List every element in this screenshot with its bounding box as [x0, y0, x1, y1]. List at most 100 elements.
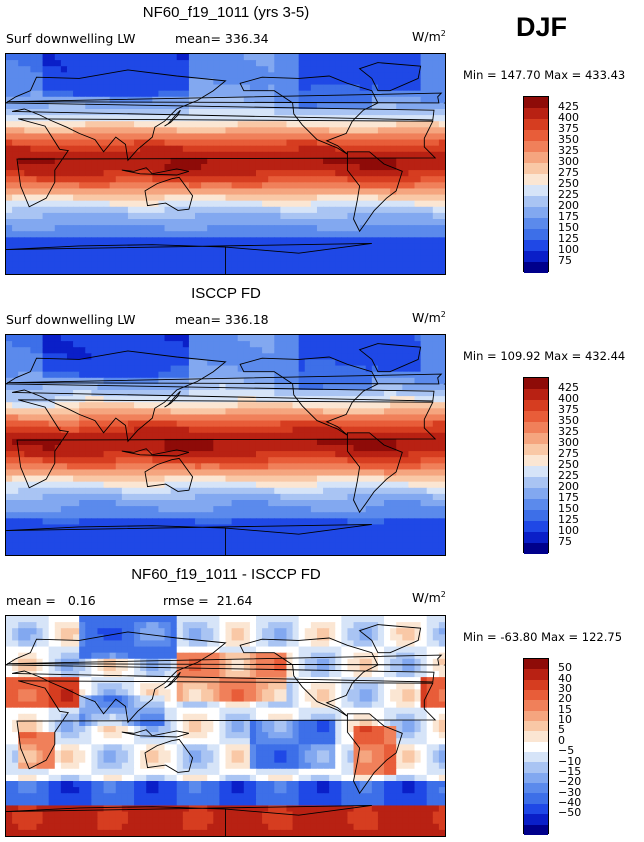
map-cell [79, 347, 86, 354]
map-cell [182, 200, 190, 208]
map-cell [268, 512, 275, 519]
map-cell [292, 390, 300, 397]
map-cell [201, 90, 208, 98]
map-cell [310, 420, 318, 428]
map-cell [262, 432, 269, 440]
map-cell [24, 72, 31, 80]
map-cell [377, 414, 385, 422]
map-cell [304, 500, 312, 507]
map-cell [426, 225, 434, 232]
map-cell [280, 353, 288, 361]
map-cell [97, 60, 105, 67]
map-cell [109, 469, 117, 477]
map-cell [292, 481, 300, 489]
map-cell [329, 463, 336, 471]
map-cell [225, 457, 233, 464]
map-cell [298, 451, 306, 458]
map-cell [243, 115, 251, 122]
map-cell [152, 194, 160, 202]
map-cell [134, 102, 141, 110]
map-cell [140, 420, 147, 428]
map-cell [48, 426, 56, 434]
map-cell [42, 500, 50, 507]
map-cell [286, 139, 294, 147]
map-cell [426, 121, 434, 128]
map-cell [286, 518, 294, 526]
map-cell [396, 390, 403, 397]
map-cell [347, 96, 355, 104]
map-cell [280, 170, 288, 177]
map-cell [402, 115, 410, 122]
map-cell [310, 402, 318, 409]
map-cell [115, 200, 123, 208]
map-cell [359, 426, 367, 434]
map-cell [384, 487, 391, 495]
map-cell [286, 72, 294, 80]
map-cell [97, 469, 105, 477]
map-cell [12, 426, 19, 434]
map-cell [402, 261, 410, 269]
map-cell [85, 249, 92, 257]
map-cell [79, 518, 86, 526]
map-cell [66, 200, 74, 208]
map-cell [359, 243, 367, 251]
map-cell [262, 170, 269, 177]
map-cell [347, 518, 355, 526]
map-cell [146, 408, 153, 416]
map-cell [329, 96, 336, 104]
map-cell [304, 390, 312, 397]
map-cell [121, 512, 129, 519]
map-cell [30, 518, 38, 526]
map-cell [48, 267, 56, 274]
map-cell [140, 426, 147, 434]
map-cell [158, 402, 166, 409]
map-cell [127, 176, 135, 183]
map-cell [262, 451, 269, 458]
map-cell [103, 206, 111, 214]
map-cell [335, 200, 342, 208]
map-cell [335, 170, 342, 177]
map-cell [12, 127, 19, 135]
map-cell [195, 139, 202, 147]
map-cell [365, 243, 373, 251]
map-cell [335, 109, 342, 116]
map-cell [207, 518, 214, 526]
map-cell [237, 445, 245, 452]
map-cell [140, 176, 147, 183]
map-cell [213, 237, 221, 245]
map-cell [18, 426, 25, 434]
map-cell [310, 390, 318, 397]
map-cell [207, 359, 214, 367]
map-cell [310, 225, 318, 232]
map-cell [134, 200, 141, 208]
map-cell [438, 524, 445, 532]
map-cell [134, 219, 141, 226]
map-cell [42, 432, 50, 440]
map-cell [414, 54, 422, 61]
map-cell [6, 408, 13, 416]
map-cell [341, 475, 349, 483]
map-cell [182, 115, 190, 122]
map-cell [213, 390, 221, 397]
map-cell [323, 60, 330, 67]
map-cell [103, 426, 111, 434]
map-cell [274, 432, 281, 440]
map-cell [298, 469, 306, 477]
map-cell [207, 139, 214, 147]
map-cell [310, 157, 318, 165]
map-cell [341, 109, 349, 116]
map-cell [292, 426, 300, 434]
map-cell [432, 54, 440, 61]
map-cell [30, 225, 38, 232]
map-cell [347, 493, 355, 501]
map-cell [359, 206, 367, 214]
map-cell [377, 225, 385, 232]
map-cell [164, 518, 172, 526]
map-cell [249, 72, 257, 80]
map-cell [195, 54, 202, 61]
map-cell [402, 182, 410, 190]
map-cell [268, 365, 275, 373]
map-cell [286, 353, 294, 361]
map-cell [103, 438, 111, 446]
map-cell [310, 231, 318, 238]
